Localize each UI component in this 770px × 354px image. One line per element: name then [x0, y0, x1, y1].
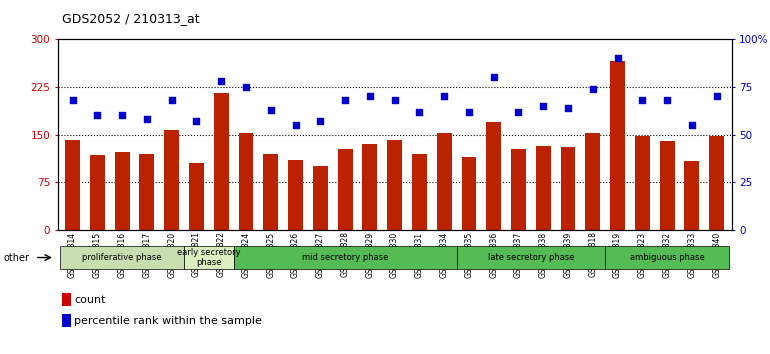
- Point: [66, 97, 79, 103]
- Bar: [561, 147, 575, 230]
- Bar: [65, 139, 80, 230]
- Text: other: other: [4, 253, 30, 263]
- Point: [413, 109, 426, 114]
- FancyBboxPatch shape: [60, 246, 184, 269]
- Bar: [164, 130, 179, 230]
- Bar: [709, 136, 724, 230]
- Point: [314, 118, 326, 124]
- Bar: [487, 122, 501, 230]
- Text: count: count: [74, 295, 105, 305]
- Bar: [363, 144, 377, 230]
- Point: [339, 97, 351, 103]
- Bar: [387, 139, 402, 230]
- Point: [290, 122, 302, 128]
- Point: [239, 84, 252, 90]
- Bar: [461, 157, 477, 230]
- Text: late secretory phase: late secretory phase: [487, 253, 574, 262]
- Point: [141, 116, 153, 122]
- Bar: [685, 161, 699, 230]
- Text: GDS2052 / 210313_at: GDS2052 / 210313_at: [62, 12, 199, 25]
- Point: [562, 105, 574, 110]
- Bar: [139, 154, 154, 230]
- Point: [116, 113, 129, 118]
- Point: [363, 93, 376, 99]
- Bar: [90, 155, 105, 230]
- Bar: [239, 133, 253, 230]
- Point: [636, 97, 648, 103]
- Bar: [263, 154, 278, 230]
- Text: proliferative phase: proliferative phase: [82, 253, 162, 262]
- Text: early secretory
phase: early secretory phase: [177, 248, 241, 267]
- Bar: [585, 133, 601, 230]
- Bar: [313, 166, 328, 230]
- Point: [388, 97, 400, 103]
- Point: [512, 109, 524, 114]
- FancyBboxPatch shape: [233, 246, 457, 269]
- Point: [611, 55, 624, 61]
- Bar: [536, 146, 551, 230]
- Bar: [412, 154, 427, 230]
- Bar: [214, 93, 229, 230]
- Point: [487, 74, 500, 80]
- Point: [537, 103, 550, 109]
- Point: [215, 78, 227, 84]
- Bar: [338, 149, 353, 230]
- Point: [661, 97, 673, 103]
- Text: percentile rank within the sample: percentile rank within the sample: [74, 316, 262, 326]
- Text: ambiguous phase: ambiguous phase: [630, 253, 705, 262]
- Bar: [437, 133, 451, 230]
- Point: [587, 86, 599, 91]
- FancyBboxPatch shape: [184, 246, 233, 269]
- Point: [711, 93, 723, 99]
- FancyBboxPatch shape: [605, 246, 729, 269]
- Bar: [115, 152, 129, 230]
- Bar: [635, 136, 650, 230]
- Bar: [660, 141, 675, 230]
- Point: [463, 109, 475, 114]
- Point: [190, 118, 203, 124]
- FancyBboxPatch shape: [457, 246, 605, 269]
- Bar: [288, 160, 303, 230]
- Point: [438, 93, 450, 99]
- Point: [265, 107, 277, 113]
- Text: mid secretory phase: mid secretory phase: [302, 253, 388, 262]
- Bar: [189, 163, 204, 230]
- Point: [91, 113, 103, 118]
- Point: [166, 97, 178, 103]
- Bar: [610, 61, 625, 230]
- Point: [686, 122, 698, 128]
- Bar: [511, 149, 526, 230]
